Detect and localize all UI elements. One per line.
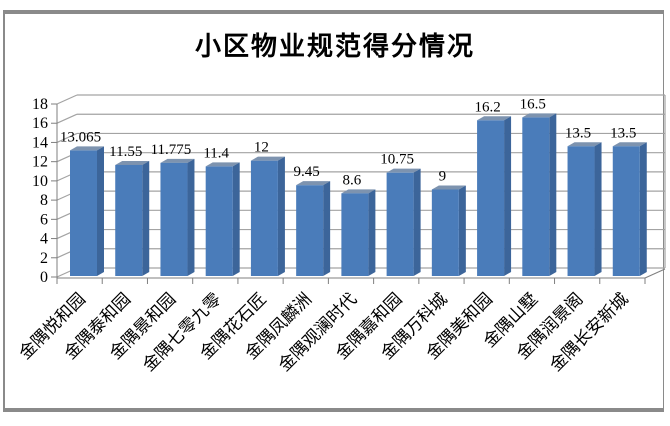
y-axis-tick-label: 18 [32, 96, 48, 113]
bar [250, 160, 278, 276]
bar-top-face [567, 142, 602, 147]
y-axis-tick-label: 16 [32, 115, 48, 132]
bar-value-label: 16.2 [474, 99, 500, 115]
bar-value-label: 12 [254, 140, 269, 156]
y-axis-tick-label: 6 [40, 211, 48, 228]
bar-value-label: 9.45 [294, 164, 320, 180]
bar-top-face [70, 146, 104, 151]
bar [612, 146, 640, 276]
y-axis-tick-label: 4 [40, 231, 48, 248]
bar-top-face [386, 168, 421, 173]
bar [160, 162, 188, 276]
bar-side-face [232, 162, 240, 276]
y-axis-tick-label: 0 [40, 269, 48, 286]
bar-side-face [187, 158, 195, 276]
bar-top-face [205, 162, 240, 167]
y-axis-tick-label: 14 [32, 134, 48, 151]
bar-top-face [522, 113, 557, 118]
bar-side-face [142, 160, 150, 276]
bar-value-label: 13.5 [610, 125, 636, 141]
bar-side-face [639, 142, 647, 276]
bar [567, 146, 595, 276]
bar [70, 150, 97, 276]
bar-side-face [549, 113, 557, 277]
bar [386, 172, 414, 276]
bar-side-face [97, 146, 104, 276]
chart-title: 小区物业规范得分情况 [194, 32, 475, 61]
y-axis-tick-label: 8 [40, 192, 48, 209]
bar [341, 193, 369, 276]
bar [522, 117, 550, 277]
bar-value-label: 8.6 [343, 172, 362, 188]
floor-right-edge [644, 268, 666, 279]
bar-side-face [594, 142, 602, 276]
bar-side-face [413, 168, 421, 276]
bar-value-label: 11.4 [203, 145, 229, 161]
bar [431, 189, 459, 276]
bar-top-face [115, 160, 150, 165]
y-axis-tick-label: 12 [32, 154, 48, 171]
bar [477, 120, 505, 276]
bar-top-face [341, 189, 376, 194]
bar-side-face [323, 181, 331, 276]
bar-side-face [368, 189, 376, 276]
bar-top-face [250, 156, 285, 161]
bar [205, 166, 233, 276]
bar-side-face [458, 185, 466, 276]
bar-top-face [431, 185, 466, 190]
bar-value-label: 11.775 [151, 142, 192, 158]
gridline-depth [56, 94, 78, 105]
y-axis-tick-label: 10 [32, 173, 48, 190]
bar-value-label: 10.75 [380, 152, 414, 168]
gridline-depth [56, 113, 78, 124]
bar-top-face [612, 142, 647, 147]
y-axis-tick-label: 2 [40, 250, 48, 267]
bar [296, 185, 324, 276]
bar-value-label: 13.5 [565, 125, 591, 141]
bar-side-face [277, 156, 285, 276]
gridline-depth [56, 132, 78, 143]
bar [115, 164, 143, 276]
bar-value-label: 16.5 [520, 96, 546, 112]
bar-top-face [296, 181, 331, 186]
bar-top-face [477, 116, 512, 121]
bar-value-label: 9 [439, 169, 447, 185]
bar-value-label: 11.55 [109, 144, 142, 160]
bar-top-face [160, 158, 195, 163]
bar-side-face [504, 116, 512, 276]
bar-value-label: 13.065 [60, 129, 101, 145]
